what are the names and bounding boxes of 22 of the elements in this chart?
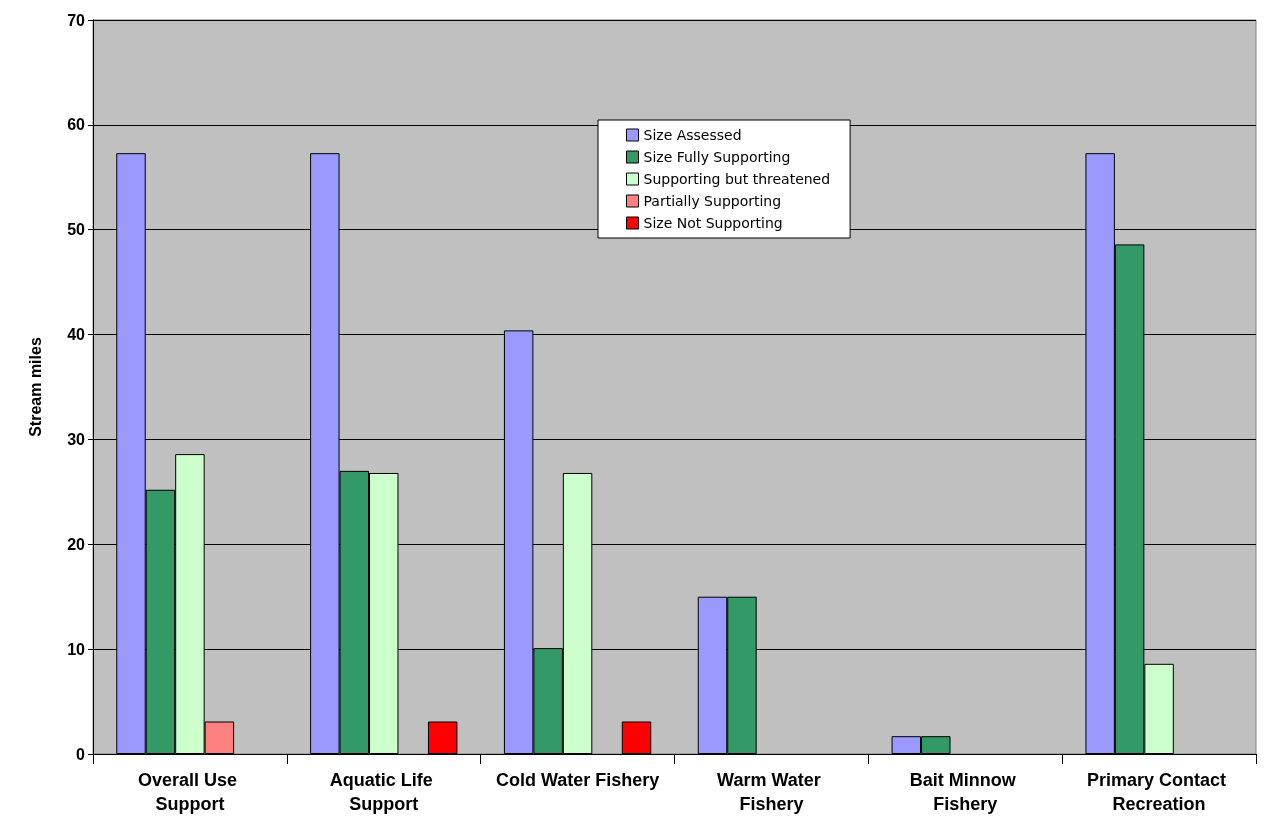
x-tick-label: Aquatic Life Support (329, 770, 438, 814)
legend-label: Supporting but threatened (643, 171, 831, 187)
y-tick-label: 50 (67, 221, 86, 239)
y-tick-label: 10 (67, 640, 86, 658)
y-tick-label: 30 (67, 430, 86, 448)
legend-label: Partially Supporting (643, 193, 782, 209)
bar (427, 721, 458, 754)
x-tick-label: Warm Water Fishery (717, 770, 826, 814)
y-tick-label: 70 (67, 11, 86, 29)
y-axis-title: Stream miles (26, 337, 44, 437)
y-tick-label: 20 (67, 535, 86, 553)
x-tick-label: Overall Use Support (137, 770, 242, 814)
y-tick-label: 60 (67, 116, 86, 134)
bar (621, 721, 652, 754)
x-tick-label: Cold Water Fishery (495, 770, 660, 790)
legend-label: Size Fully Supporting (643, 149, 791, 165)
legend-label: Size Not Supporting (643, 215, 783, 231)
x-tick-label: Primary Contact Recreation (1087, 770, 1232, 814)
y-tick-label: 40 (67, 326, 86, 344)
y-tick-label: 0 (76, 745, 86, 763)
x-tick-label: Bait Minnow Fishery (909, 770, 1021, 814)
legend-label: Size Assessed (643, 127, 742, 143)
